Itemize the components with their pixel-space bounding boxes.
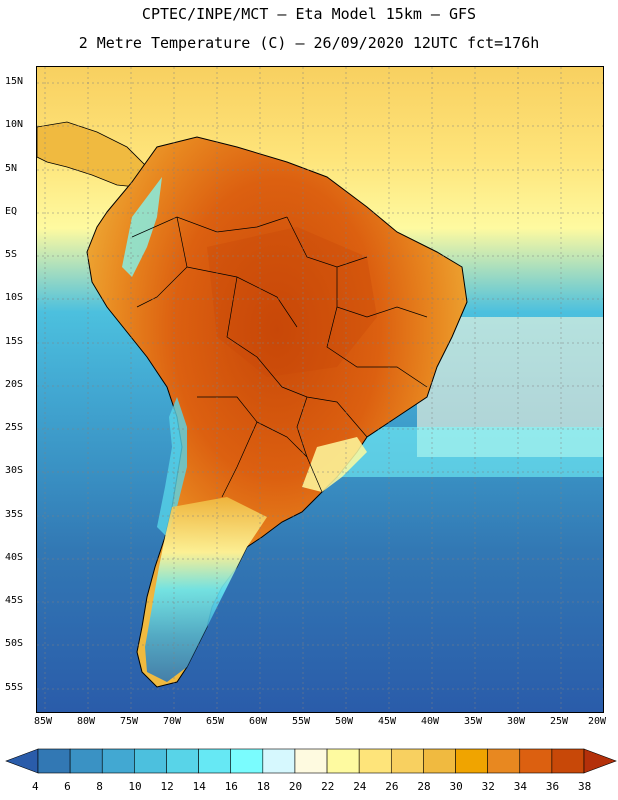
colorbar-tick-label: 32 [481,780,495,793]
lat-label-10n: 10N [5,119,24,130]
lon-label-70w: 70W [163,716,182,727]
lat-label-5s: 5S [5,249,18,260]
colorbar-cell [69,748,103,774]
map-title-line2: 2 Metre Temperature (C) – 26/09/2020 12U… [78,34,540,52]
colorbar-cells [37,748,585,774]
lon-label-65w: 65W [206,716,225,727]
lon-label-45w: 45W [378,716,397,727]
andes-cool-strip [122,177,162,277]
colorbar-tick-label: 16 [224,780,238,793]
colorbar-cell [262,748,296,774]
lat-label-55s: 55S [5,682,24,693]
lat-label-25s: 25S [5,422,24,433]
colorbar-low-arrow [5,748,39,774]
lon-label-40w: 40W [421,716,440,727]
colorbar-tick-label: 38 [578,780,592,793]
colorbar-tick-label: 30 [449,780,463,793]
lon-label-35w: 35W [464,716,483,727]
lon-label-20w: 20W [588,716,607,727]
map-graphic [37,67,603,712]
colorbar-cell [423,748,456,774]
lon-label-85w: 85W [34,716,53,727]
colorbar-tick-label: 22 [321,780,335,793]
colorbar-tick-label: 12 [160,780,174,793]
colorbar-tick-label: 28 [417,780,431,793]
lat-label-40s: 40S [5,552,24,563]
colorbar-cell [390,748,424,774]
colorbar-cell [519,748,553,774]
lat-label-15n: 15N [5,76,24,87]
colorbar-cell [455,748,488,774]
colorbar-tick-label: 34 [513,780,528,793]
south-atlantic-warm-band [337,427,603,477]
lat-label-45s: 45S [5,595,24,606]
colorbar-cell [166,748,199,774]
lon-label-80w: 80W [77,716,96,727]
lat-label-35s: 35S [5,509,24,520]
lon-label-30w: 30W [507,716,526,727]
temperature-colorbar [5,748,617,774]
colorbar-cell [551,748,585,774]
lat-label-20s: 20S [5,379,24,390]
colorbar-tick-label: 10 [128,780,142,793]
lon-label-25w: 25W [550,716,569,727]
lat-label-10s: 10S [5,292,24,303]
andes-cool-strip-central [157,397,187,537]
colorbar-tick-label: 20 [288,780,303,793]
colorbar-cell [37,748,71,774]
colorbar-tick-label: 6 [64,780,71,793]
lat-label-eq: EQ [5,206,18,217]
country-borders [131,216,428,498]
colorbar-tick-label: 18 [256,780,271,793]
colorbar-tick-label: 26 [385,780,399,793]
southern-brazil-cool [302,437,367,492]
lat-lon-grid [37,67,603,712]
colorbar-tick-label: 4 [32,780,39,793]
colorbar-tick-label: 8 [96,780,103,793]
temperature-map [36,66,604,713]
lon-label-60w: 60W [249,716,268,727]
colorbar-cell [198,748,232,774]
colorbar-cell [101,748,135,774]
colorbar-tick-label: 36 [545,780,560,793]
brazil-hot-core [207,227,377,377]
lon-label-75w: 75W [120,716,139,727]
colorbar-tick-label: 24 [353,780,367,793]
colorbar-high-arrow [583,748,617,774]
lon-label-50w: 50W [335,716,354,727]
lat-label-15s: 15S [5,336,24,347]
patagonia-region [145,497,267,682]
colorbar-cell [134,748,167,774]
map-title-line1: CPTEC/INPE/MCT – Eta Model 15km – GFS [141,5,477,23]
colorbar-cell [358,748,392,774]
colorbar-cell [487,748,521,774]
central-america-landmass [37,121,148,188]
lat-label-50s: 50S [5,638,24,649]
colorbar-cell [294,748,328,774]
lat-label-5n: 5N [5,163,18,174]
lat-label-30s: 30S [5,465,24,476]
lon-label-55w: 55W [292,716,311,727]
colorbar-tick-label: 14 [192,780,206,793]
colorbar-cell [230,748,264,774]
colorbar-cell [326,748,360,774]
